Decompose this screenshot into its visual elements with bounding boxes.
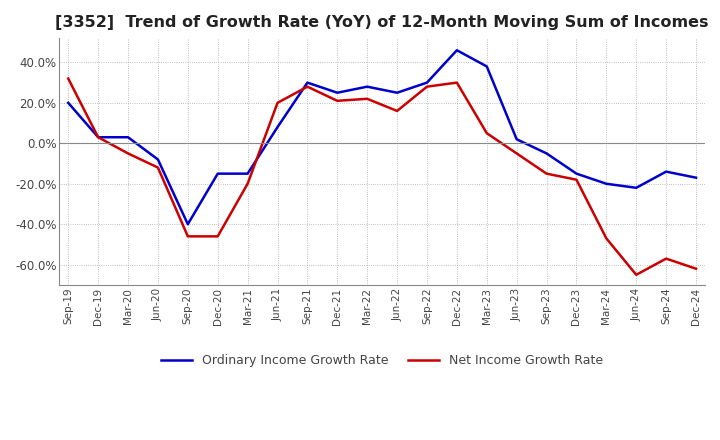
Ordinary Income Growth Rate	[572, 171, 581, 176]
Ordinary Income Growth Rate	[482, 64, 491, 69]
Net Income Growth Rate	[363, 96, 372, 102]
Net Income Growth Rate	[453, 80, 462, 85]
Ordinary Income Growth Rate	[94, 135, 102, 140]
Net Income Growth Rate	[602, 236, 611, 241]
Net Income Growth Rate	[273, 100, 282, 106]
Title: [3352]  Trend of Growth Rate (YoY) of 12-Month Moving Sum of Incomes: [3352] Trend of Growth Rate (YoY) of 12-…	[55, 15, 709, 30]
Net Income Growth Rate	[423, 84, 431, 89]
Net Income Growth Rate	[482, 131, 491, 136]
Ordinary Income Growth Rate	[602, 181, 611, 187]
Ordinary Income Growth Rate	[124, 135, 132, 140]
Line: Net Income Growth Rate: Net Income Growth Rate	[68, 79, 696, 275]
Net Income Growth Rate	[184, 234, 192, 239]
Ordinary Income Growth Rate	[542, 151, 551, 156]
Ordinary Income Growth Rate	[453, 48, 462, 53]
Net Income Growth Rate	[692, 266, 701, 271]
Net Income Growth Rate	[243, 181, 252, 187]
Legend: Ordinary Income Growth Rate, Net Income Growth Rate: Ordinary Income Growth Rate, Net Income …	[156, 349, 608, 372]
Ordinary Income Growth Rate	[513, 136, 521, 142]
Net Income Growth Rate	[662, 256, 670, 261]
Ordinary Income Growth Rate	[632, 185, 641, 191]
Net Income Growth Rate	[393, 108, 402, 114]
Ordinary Income Growth Rate	[393, 90, 402, 95]
Net Income Growth Rate	[542, 171, 551, 176]
Ordinary Income Growth Rate	[273, 125, 282, 130]
Net Income Growth Rate	[303, 84, 312, 89]
Net Income Growth Rate	[64, 76, 73, 81]
Ordinary Income Growth Rate	[423, 80, 431, 85]
Ordinary Income Growth Rate	[363, 84, 372, 89]
Net Income Growth Rate	[94, 135, 102, 140]
Net Income Growth Rate	[213, 234, 222, 239]
Ordinary Income Growth Rate	[692, 175, 701, 180]
Ordinary Income Growth Rate	[303, 80, 312, 85]
Net Income Growth Rate	[153, 165, 162, 170]
Ordinary Income Growth Rate	[662, 169, 670, 174]
Ordinary Income Growth Rate	[64, 100, 73, 106]
Net Income Growth Rate	[572, 177, 581, 182]
Net Income Growth Rate	[513, 151, 521, 156]
Net Income Growth Rate	[632, 272, 641, 278]
Ordinary Income Growth Rate	[333, 90, 341, 95]
Line: Ordinary Income Growth Rate: Ordinary Income Growth Rate	[68, 50, 696, 224]
Net Income Growth Rate	[124, 151, 132, 156]
Net Income Growth Rate	[333, 98, 341, 103]
Ordinary Income Growth Rate	[243, 171, 252, 176]
Ordinary Income Growth Rate	[184, 222, 192, 227]
Ordinary Income Growth Rate	[153, 157, 162, 162]
Ordinary Income Growth Rate	[213, 171, 222, 176]
